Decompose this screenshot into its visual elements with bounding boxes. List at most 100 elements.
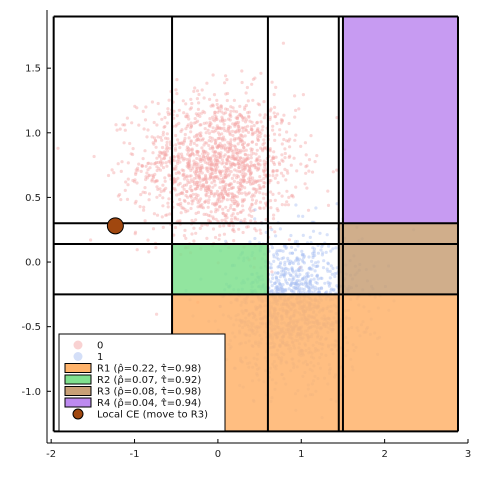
scatter-point	[262, 169, 266, 173]
scatter-point	[250, 202, 254, 206]
scatter-point	[175, 78, 179, 82]
scatter-point	[182, 140, 186, 144]
scatter-point	[234, 137, 238, 141]
scatter-point	[253, 76, 257, 80]
scatter-point	[215, 158, 219, 162]
scatter-point	[297, 107, 301, 111]
scatter-point	[239, 138, 243, 142]
scatter-point	[262, 116, 266, 120]
scatter-point	[284, 289, 288, 293]
scatter-point	[275, 121, 279, 126]
scatter-point	[321, 266, 326, 270]
scatter-point	[258, 206, 262, 210]
scatter-point	[272, 213, 276, 217]
scatter-point	[207, 185, 211, 189]
scatter-point	[235, 120, 239, 125]
scatter-point	[259, 178, 263, 182]
scatter-point	[227, 169, 231, 173]
scatter-point	[230, 195, 235, 199]
scatter-point	[134, 171, 138, 175]
scatter-point	[214, 167, 218, 171]
scatter-point	[222, 155, 226, 159]
scatter-point	[206, 213, 211, 217]
scatter-point	[314, 280, 318, 284]
scatter-point	[239, 181, 243, 185]
scatter-point	[205, 177, 209, 181]
scatter-point	[213, 138, 217, 142]
scatter-point	[181, 185, 185, 189]
scatter-point	[218, 142, 222, 146]
scatter-point	[209, 139, 213, 143]
scatter-point	[219, 195, 223, 199]
scatter-point	[298, 273, 302, 277]
scatter-point	[277, 257, 281, 261]
scatter-point	[241, 142, 245, 147]
scatter-point	[214, 162, 219, 166]
scatter-point	[185, 145, 189, 149]
scatter-point	[230, 195, 235, 199]
scatter-point	[204, 199, 208, 203]
scatter-point	[126, 183, 130, 187]
scatter-point	[254, 187, 258, 192]
scatter-point	[201, 177, 205, 181]
scatter-point	[232, 179, 236, 183]
scatter-point	[207, 187, 211, 191]
scatter-point	[313, 269, 317, 273]
scatter-point	[326, 262, 330, 266]
scatter-point	[231, 133, 235, 137]
scatter-point	[227, 146, 231, 150]
scatter-point	[145, 135, 149, 139]
scatter-point	[311, 284, 315, 288]
scatter-point	[227, 124, 231, 128]
scatter-point	[226, 127, 230, 131]
scatter-point	[203, 176, 207, 180]
scatter-point	[156, 101, 160, 106]
scatter-point	[225, 162, 229, 166]
scatter-point	[189, 168, 193, 173]
scatter-point	[187, 157, 191, 161]
scatter-point	[226, 117, 231, 121]
scatter-point	[161, 225, 165, 229]
scatter-point	[274, 287, 278, 291]
scatter-point	[268, 290, 272, 294]
scatter-point	[126, 161, 130, 165]
scatter-point	[213, 119, 217, 123]
scatter-point	[304, 278, 308, 282]
scatter-point	[297, 269, 301, 273]
scatter-point	[125, 197, 130, 201]
scatter-point	[279, 261, 283, 265]
scatter-point	[238, 136, 242, 140]
scatter-point	[221, 195, 225, 199]
scatter-point	[211, 172, 215, 176]
scatter-point	[312, 251, 316, 255]
scatter-point	[222, 187, 226, 191]
scatter-point	[144, 177, 148, 182]
scatter-point	[217, 136, 221, 140]
scatter-point	[257, 130, 261, 134]
scatter-point	[149, 162, 153, 166]
scatter-point	[220, 199, 224, 203]
scatter-point	[180, 156, 184, 160]
scatter-point	[255, 157, 259, 161]
scatter-point	[163, 151, 167, 155]
scatter-point	[296, 244, 300, 248]
scatter-point	[155, 179, 159, 183]
scatter-point	[262, 169, 266, 174]
scatter-point	[233, 168, 237, 172]
scatter-point	[250, 182, 254, 186]
scatter-point	[236, 185, 240, 189]
scatter-point	[222, 126, 226, 130]
scatter-point	[247, 177, 251, 181]
scatter-point	[175, 159, 179, 163]
scatter-point	[239, 148, 243, 152]
scatter-point	[262, 180, 266, 185]
scatter-point	[211, 215, 215, 219]
scatter-point	[233, 163, 237, 167]
scatter-point	[195, 165, 199, 169]
scatter-point	[194, 167, 198, 171]
scatter-point	[196, 183, 200, 187]
scatter-point	[242, 198, 247, 202]
scatter-point	[275, 256, 279, 260]
scatter-point	[283, 156, 287, 160]
scatter-point	[228, 223, 232, 228]
